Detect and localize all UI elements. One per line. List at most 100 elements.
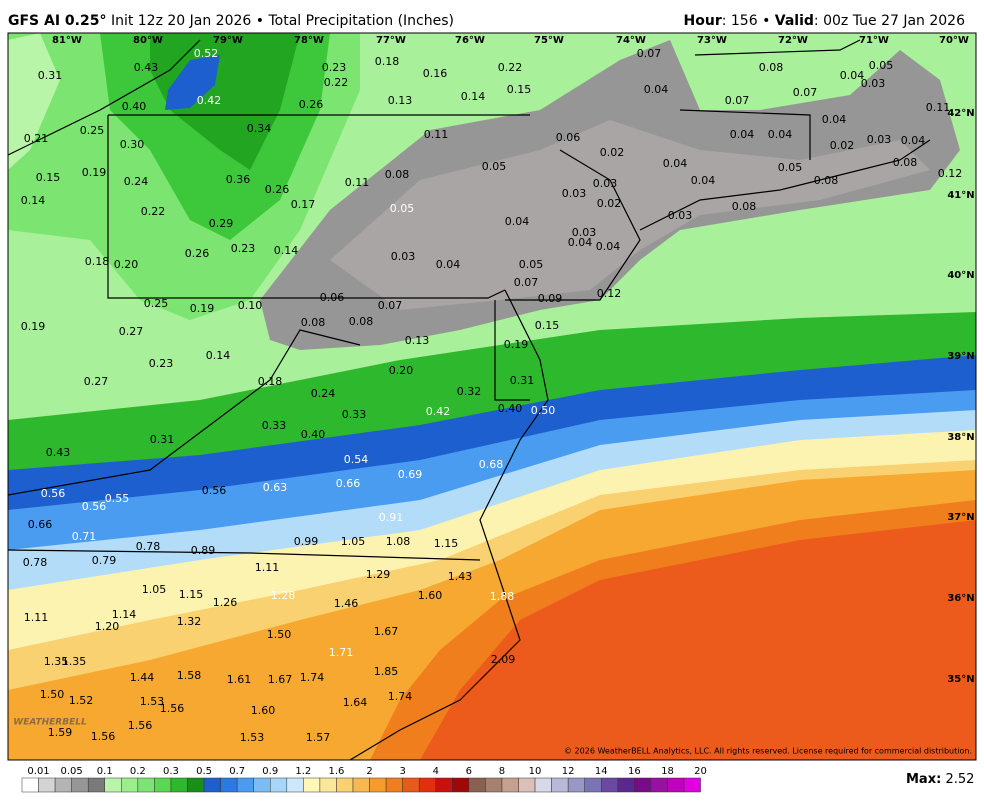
precip-value: 0.12 bbox=[597, 287, 622, 300]
precip-value: 0.36 bbox=[226, 173, 251, 186]
precip-value: 1.05 bbox=[341, 535, 366, 548]
precip-value: 0.08 bbox=[893, 156, 918, 169]
precip-value: 0.11 bbox=[926, 101, 951, 114]
precip-value: 0.04 bbox=[505, 215, 530, 228]
precip-value: 1.59 bbox=[48, 726, 73, 739]
precip-value: 0.08 bbox=[385, 168, 410, 181]
precip-value: 1.15 bbox=[434, 537, 459, 550]
colorbar: 0.01 0.05 0.1 0.2 0.3 0.5 0.7 0.9 1.2 1.6 2 3 4 6 8 10 1… bbox=[21, 766, 707, 793]
precip-value: 1.71 bbox=[329, 646, 354, 659]
precip-value: 1.74 bbox=[300, 671, 325, 684]
colorbar-label: 1.2 bbox=[295, 766, 311, 777]
colorbar-swatch bbox=[352, 777, 370, 793]
precip-value: 0.03 bbox=[668, 209, 693, 222]
precip-value: 0.06 bbox=[320, 291, 345, 304]
precip-value: 1.14 bbox=[112, 608, 137, 621]
precip-value: 0.13 bbox=[405, 334, 430, 347]
precip-value: 0.78 bbox=[23, 556, 48, 569]
precip-value: 1.26 bbox=[213, 596, 238, 609]
longitude-label: 80°W bbox=[133, 35, 163, 46]
precip-value: 0.23 bbox=[231, 242, 256, 255]
precip-value: 1.29 bbox=[366, 568, 391, 581]
precip-value: 0.14 bbox=[206, 349, 231, 362]
precip-value: 0.24 bbox=[311, 387, 336, 400]
colorbar-swatch bbox=[71, 777, 89, 793]
colorbar-swatch bbox=[303, 777, 321, 793]
precip-value: 0.04 bbox=[730, 128, 755, 141]
precip-value: 0.04 bbox=[596, 240, 621, 253]
precip-value: 0.40 bbox=[301, 428, 326, 441]
precip-value: 0.07 bbox=[514, 276, 539, 289]
max-value: 2.52 bbox=[945, 772, 974, 787]
precip-value: 0.18 bbox=[258, 375, 283, 388]
longitude-label: 71°W bbox=[859, 35, 889, 46]
precip-value: 0.78 bbox=[136, 540, 161, 553]
precip-value: 0.08 bbox=[732, 200, 757, 213]
precip-value: 1.32 bbox=[177, 615, 202, 628]
colorbar-swatch bbox=[253, 777, 271, 793]
precip-value: 0.33 bbox=[262, 419, 287, 432]
precip-value: 1.15 bbox=[179, 588, 204, 601]
precip-value: 0.56 bbox=[82, 500, 107, 513]
precip-value: 1.74 bbox=[388, 690, 413, 703]
precip-value: 0.12 bbox=[938, 167, 963, 180]
colorbar-swatch bbox=[534, 777, 552, 793]
precip-value: 0.20 bbox=[114, 258, 139, 271]
precip-value: 0.21 bbox=[24, 132, 49, 145]
precip-value: 0.56 bbox=[202, 484, 227, 497]
colorbar-swatch bbox=[601, 777, 619, 793]
colorbar-swatch bbox=[650, 777, 668, 793]
longitude-label: 81°W bbox=[52, 35, 82, 46]
precip-value: 0.66 bbox=[336, 477, 361, 490]
colorbar-swatch bbox=[501, 777, 519, 793]
max-label: Max: bbox=[906, 772, 941, 787]
precip-value: 2.09 bbox=[491, 653, 516, 666]
precip-value: 0.04 bbox=[901, 134, 926, 147]
colorbar-swatch bbox=[369, 777, 387, 793]
colorbar-swatch bbox=[336, 777, 354, 793]
colorbar-swatch bbox=[468, 777, 486, 793]
colorbar-label: 0.1 bbox=[97, 766, 113, 777]
colorbar-swatch bbox=[319, 777, 337, 793]
colorbar-swatch bbox=[137, 777, 155, 793]
precip-value: 0.08 bbox=[349, 315, 374, 328]
colorbar-swatch bbox=[187, 777, 205, 793]
precip-value: 0.05 bbox=[778, 161, 803, 174]
max-text: Max: 2.52 bbox=[906, 772, 974, 787]
precip-value: 0.69 bbox=[398, 468, 423, 481]
precip-value: 0.30 bbox=[120, 138, 145, 151]
state-border bbox=[494, 300, 530, 401]
state-border bbox=[107, 115, 506, 299]
colorbar-swatch bbox=[402, 777, 420, 793]
header-left: GFS AI 0.25° Init 12z 20 Jan 2026 • Tota… bbox=[8, 13, 454, 29]
lake-shore bbox=[8, 39, 201, 156]
precip-value: 0.55 bbox=[105, 492, 130, 505]
colorbar-swatch bbox=[385, 777, 403, 793]
map-frame bbox=[7, 32, 977, 761]
longitude-label: 77°W bbox=[376, 35, 406, 46]
precip-value: 0.04 bbox=[840, 69, 865, 82]
precip-value: 0.52 bbox=[194, 47, 219, 60]
precip-value: 1.64 bbox=[343, 696, 368, 709]
precip-value: 0.24 bbox=[124, 175, 149, 188]
colorbar-swatch bbox=[21, 777, 39, 793]
latitude-label: 40°N bbox=[947, 270, 974, 281]
longitude-label: 78°W bbox=[294, 35, 324, 46]
precip-value: 0.40 bbox=[498, 402, 523, 415]
precip-value: 1.43 bbox=[448, 570, 473, 583]
logo: WEATHERBELL bbox=[13, 718, 87, 728]
colorbar-swatch bbox=[121, 777, 139, 793]
precip-value: 0.22 bbox=[141, 205, 166, 218]
colorbar-swatch bbox=[418, 777, 437, 793]
state-border bbox=[8, 549, 481, 561]
precip-value: 0.03 bbox=[562, 187, 587, 200]
colorbar-label: 0.2 bbox=[130, 766, 146, 777]
precip-value: 0.25 bbox=[80, 124, 105, 137]
colorbar-label: 20 bbox=[694, 766, 707, 777]
precip-value: 0.03 bbox=[861, 77, 886, 90]
precip-value: 0.33 bbox=[342, 408, 367, 421]
precip-value: 1.67 bbox=[374, 625, 399, 638]
precip-value: 0.34 bbox=[247, 122, 272, 135]
precip-blue-spot bbox=[165, 55, 220, 110]
precip-value: 0.54 bbox=[344, 453, 369, 466]
